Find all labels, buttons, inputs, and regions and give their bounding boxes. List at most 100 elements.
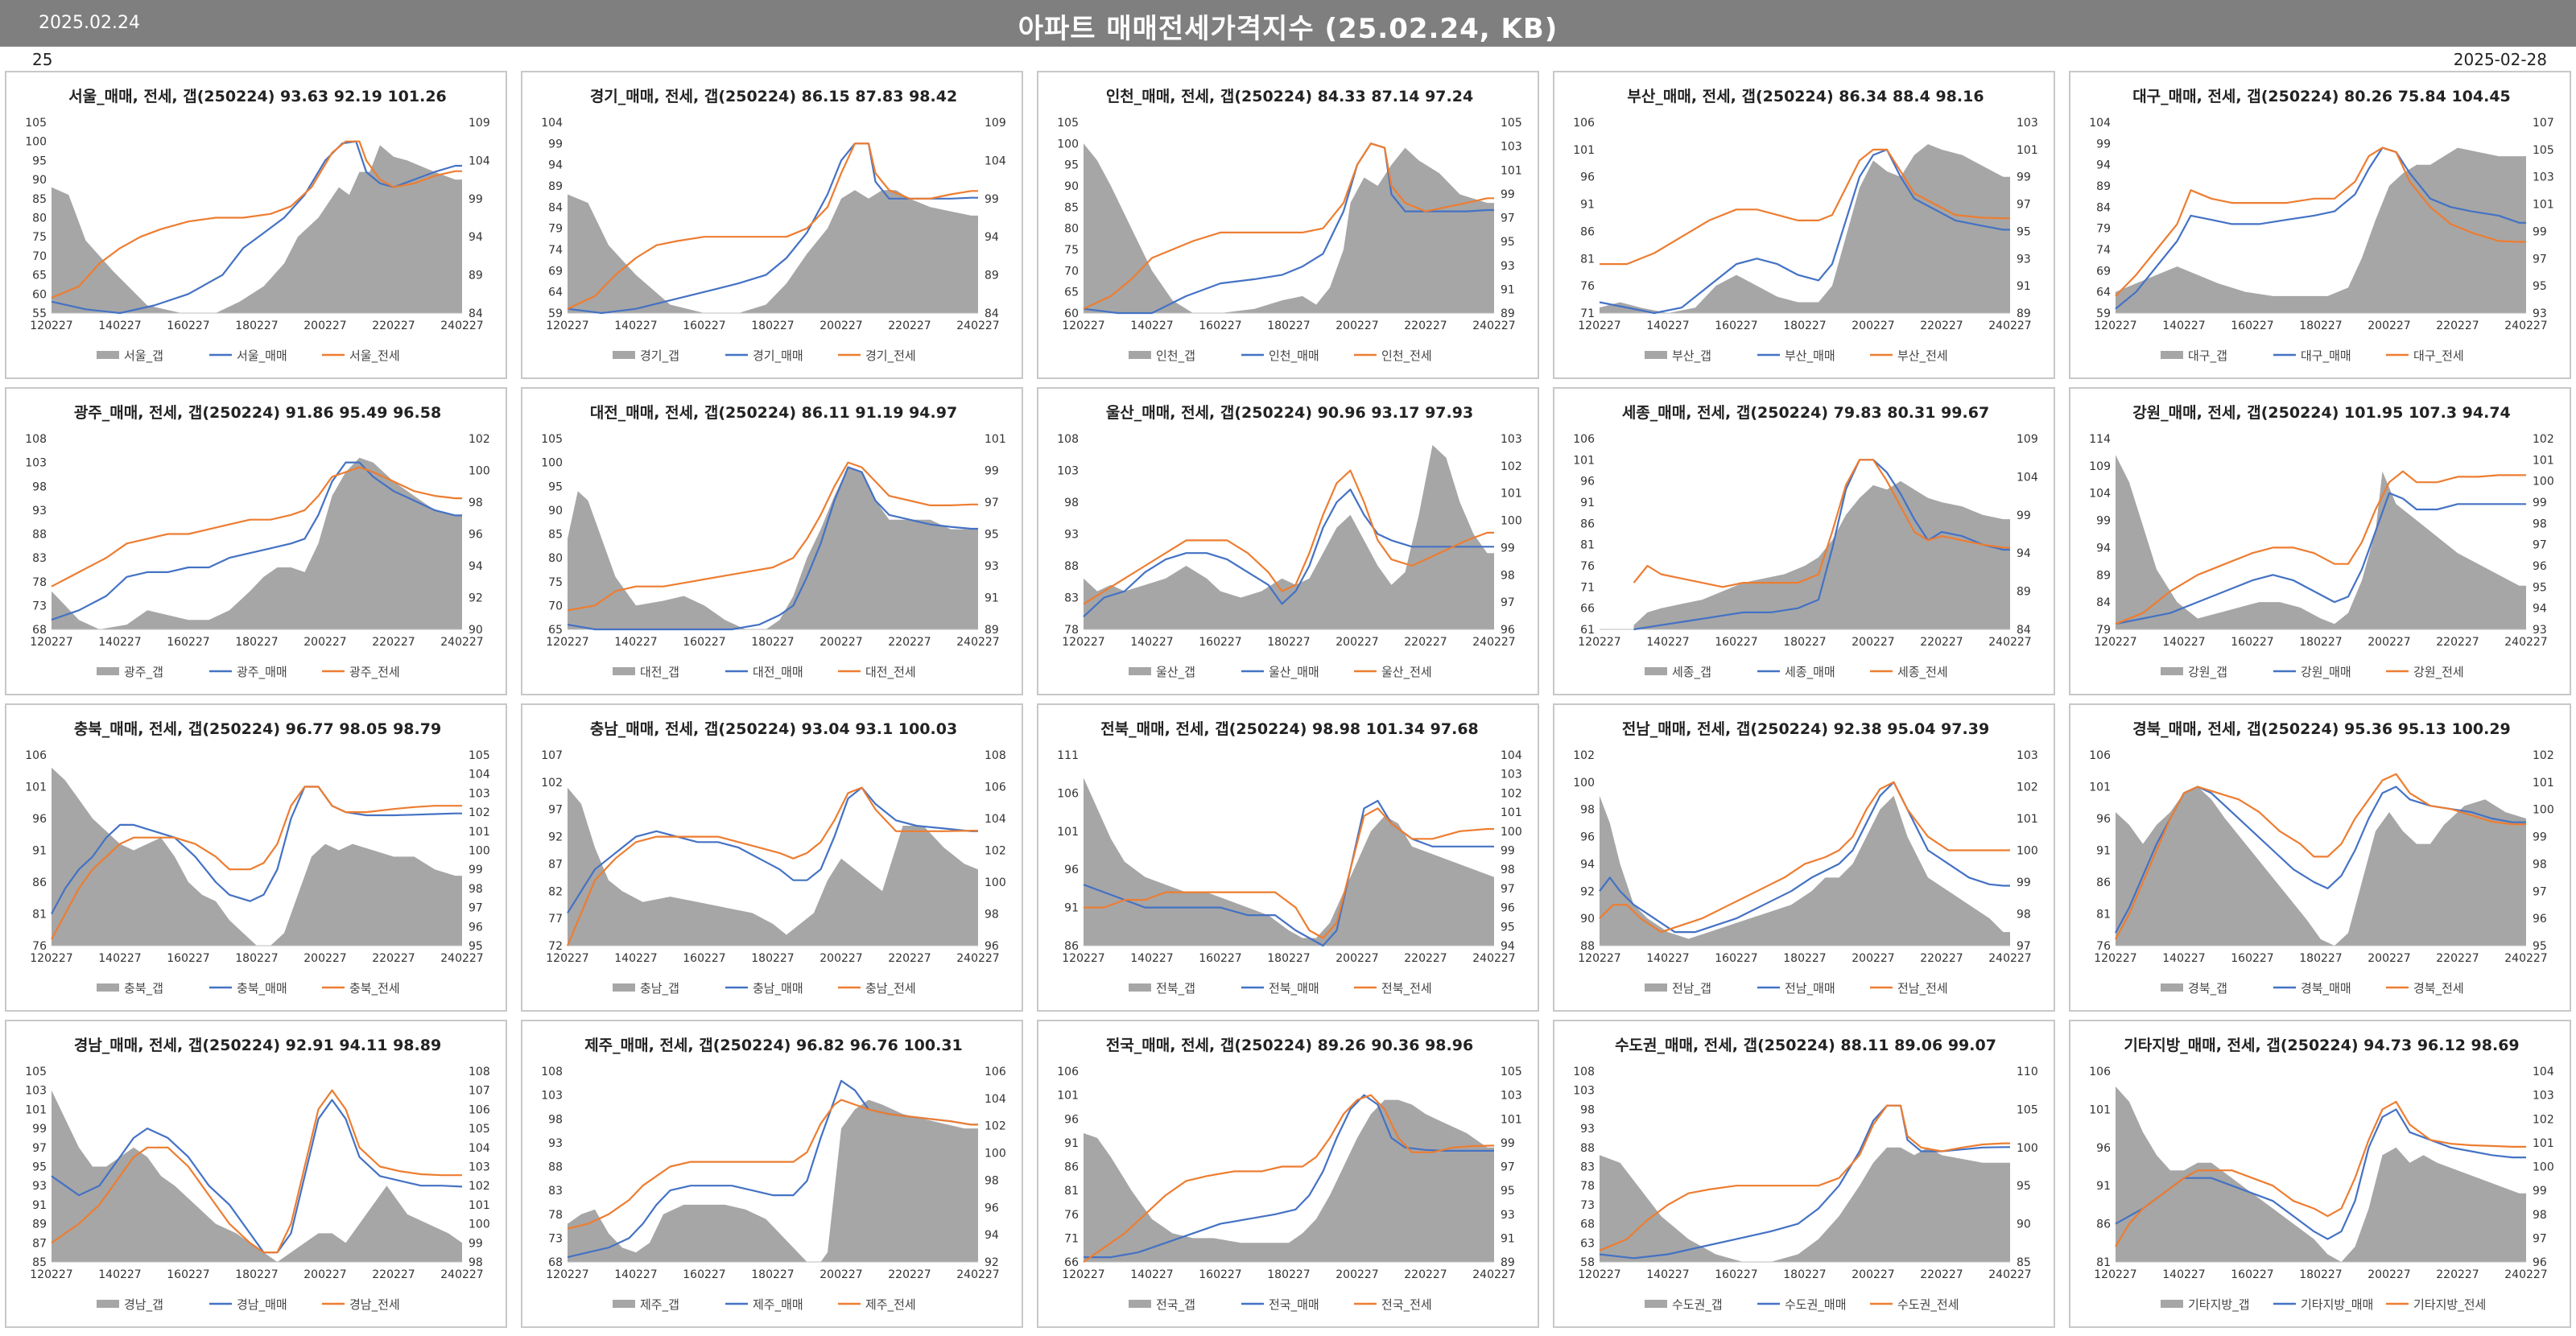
x-tick: 200227 (819, 1268, 862, 1281)
chart-svg: 수도권_매매, 전세, 갭(250224) 88.11 89.06 99.07 5… (1573, 1037, 2037, 1313)
y-right-tick: 105 (1501, 117, 1522, 130)
y-left-tick: 86 (2096, 876, 2111, 889)
sale-line (1599, 148, 2010, 315)
y-left-tick: 96 (2096, 1142, 2111, 1155)
legend-swatch-gap (613, 351, 635, 359)
y-left-tick: 92 (1580, 885, 1595, 898)
x-tick: 140227 (614, 636, 657, 649)
y-left-tick: 101 (25, 781, 47, 794)
chart-panel: 울산_매매, 전세, 갭(250224) 90.96 93.17 97.93 78… (1037, 387, 1539, 695)
y-left-tick: 80 (548, 552, 563, 565)
sale-line (1599, 781, 2010, 934)
x-tick: 160227 (1199, 636, 1241, 649)
y-left-tick: 111 (1057, 749, 1079, 762)
y-right-tick: 102 (469, 806, 490, 819)
chart-svg: 전북_매매, 전세, 갭(250224) 98.98 101.34 97.68 8… (1057, 720, 1522, 996)
jeonse-line (1084, 807, 1494, 939)
x-tick: 240227 (1472, 952, 1515, 965)
y-right-tick: 103 (2017, 117, 2038, 130)
legend-swatch-gap (97, 667, 119, 675)
y-right-tick: 99 (2533, 497, 2547, 509)
x-tick: 220227 (1920, 952, 1963, 965)
x-tick: 120227 (30, 952, 72, 965)
y-left-tick: 91 (1580, 497, 1595, 509)
y-left-tick: 101 (1573, 144, 1595, 157)
legend-label: 울산_전세 (1381, 665, 1432, 680)
legend-swatch-gap (1645, 1300, 1667, 1308)
legend-label: 전국_갭 (1156, 1297, 1195, 1313)
x-tick: 140227 (1130, 952, 1173, 965)
x-tick: 220227 (372, 636, 415, 649)
legend-swatch-gap (1129, 983, 1151, 992)
sale-line (1083, 489, 1494, 618)
chart-title: 인천_매매, 전세, 갭(250224) 84.33 87.14 97.24 (1106, 88, 1473, 105)
y-left-tick: 95 (32, 155, 47, 167)
y-left-tick: 96 (1064, 864, 1079, 876)
chart-title: 충남_매매, 전세, 갭(250224) 93.04 93.1 100.03 (590, 720, 957, 738)
y-right-tick: 103 (1501, 1090, 1522, 1103)
y-right-tick: 99 (2533, 831, 2547, 844)
chart-panel: 수도권_매매, 전세, 갭(250224) 88.11 89.06 99.07 5… (1553, 1020, 2055, 1328)
y-right-tick: 109 (985, 117, 1006, 130)
x-tick: 120227 (2094, 320, 2136, 332)
x-tick: 120227 (2094, 636, 2136, 649)
x-tick: 140227 (1130, 320, 1173, 332)
legend-label: 전국_전세 (1381, 1297, 1432, 1313)
y-right-tick: 99 (2017, 876, 2031, 889)
y-right-tick: 102 (985, 1120, 1006, 1133)
chart-title: 제주_매매, 전세, 갭(250224) 96.82 96.76 100.31 (584, 1037, 963, 1054)
chart-panel: 충북_매매, 전세, 갭(250224) 96.77 98.05 98.79 76… (5, 703, 507, 1012)
sale-line (1084, 1094, 1494, 1259)
y-left-tick: 78 (1064, 624, 1079, 637)
chart-svg: 인천_매매, 전세, 갭(250224) 84.33 87.14 97.24 60… (1057, 88, 1522, 364)
y-left-tick: 108 (1573, 1066, 1595, 1078)
x-tick: 240227 (2504, 1268, 2547, 1281)
x-tick: 160227 (683, 952, 725, 965)
y-right-tick: 89 (2017, 307, 2031, 320)
y-left-tick: 90 (548, 505, 563, 517)
y-left-tick: 76 (1580, 560, 1595, 573)
legend-label: 경북_매매 (2301, 981, 2351, 996)
y-right-tick: 89 (469, 270, 483, 282)
y-left-tick: 88 (1580, 940, 1595, 953)
legend-label: 전북_매매 (1269, 981, 1319, 996)
y-left-tick: 98 (1580, 804, 1595, 817)
y-left-tick: 109 (2089, 460, 2111, 473)
sale-line (51, 461, 462, 621)
x-tick: 220227 (888, 636, 931, 649)
y-left-tick: 90 (1580, 913, 1595, 926)
y-left-tick: 84 (548, 201, 563, 214)
x-tick: 200227 (1852, 952, 1894, 965)
y-left-tick: 108 (541, 1066, 563, 1078)
y-right-tick: 102 (1501, 787, 1522, 800)
x-tick: 140227 (2162, 636, 2205, 649)
y-left-tick: 95 (1064, 159, 1079, 172)
y-left-tick: 89 (548, 180, 563, 193)
x-tick: 120227 (2094, 952, 2136, 965)
sale-line (567, 786, 978, 913)
legend-label: 기타지방_전세 (2413, 1297, 2486, 1313)
x-tick: 140227 (1646, 952, 1689, 965)
y-right-tick: 96 (469, 921, 483, 934)
y-right-tick: 94 (985, 231, 999, 244)
y-left-tick: 106 (1057, 787, 1079, 800)
y-left-tick: 81 (1580, 539, 1595, 552)
x-tick: 140227 (2162, 320, 2205, 332)
x-tick: 140227 (1646, 1268, 1689, 1281)
chart-panel: 경기_매매, 전세, 갭(250224) 86.15 87.83 98.42 59… (521, 71, 1023, 379)
y-right-tick: 92 (985, 1256, 999, 1269)
x-tick: 180227 (1267, 952, 1310, 965)
sub-label-right: 2025-02-28 (2453, 50, 2547, 69)
y-left-tick: 102 (1573, 749, 1595, 762)
legend-label: 대전_매매 (753, 665, 803, 680)
y-right-tick: 106 (985, 1066, 1006, 1078)
legend-swatch-gap (1129, 351, 1151, 359)
legend-label: 전남_매매 (1785, 981, 1835, 996)
y-left-tick: 100 (25, 136, 47, 149)
gap-area (568, 787, 978, 946)
y-left-tick: 91 (32, 1199, 47, 1212)
x-tick: 200227 (1335, 636, 1378, 649)
x-tick: 180227 (1267, 320, 1310, 332)
y-left-tick: 71 (1580, 307, 1595, 320)
y-right-tick: 97 (2533, 885, 2547, 898)
